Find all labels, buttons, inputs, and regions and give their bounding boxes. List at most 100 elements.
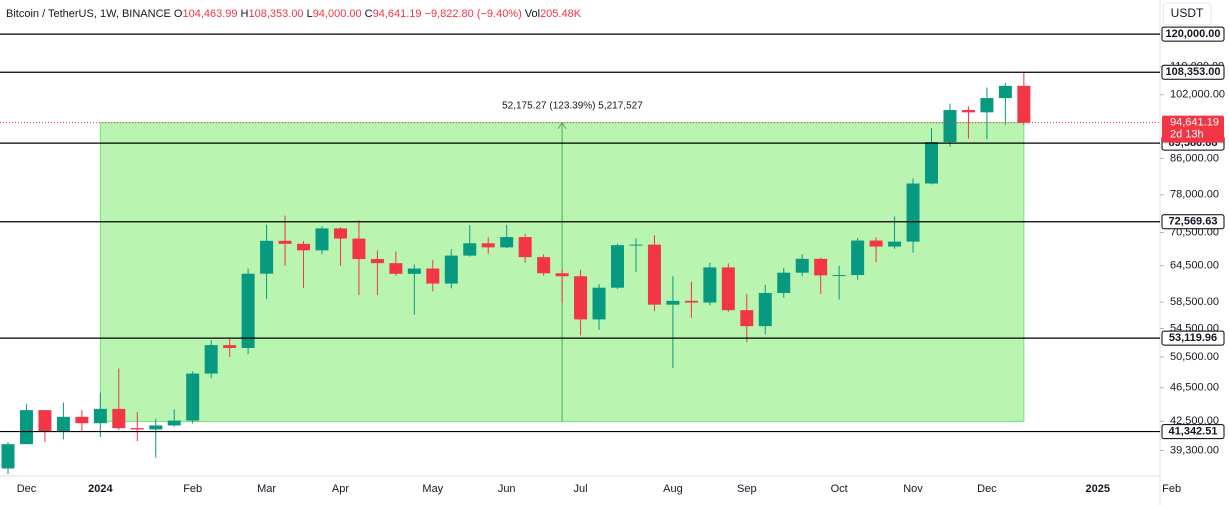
candle-body <box>980 98 994 113</box>
candle-body <box>906 183 920 242</box>
countdown-label: 2d 13h <box>1170 129 1204 141</box>
candle-body <box>444 255 458 284</box>
candle-body <box>592 287 606 320</box>
candle-body <box>703 267 717 303</box>
x-tick-label: Jul <box>574 483 588 495</box>
x-tick-label: Dec <box>977 483 997 495</box>
field-key: L <box>307 8 313 20</box>
last-price-box <box>1162 115 1224 143</box>
candle-body <box>851 240 865 276</box>
candle-body <box>629 244 643 246</box>
candle-body <box>1 444 15 469</box>
candle-body <box>260 240 274 274</box>
candle-body <box>204 345 218 374</box>
candle-body <box>407 268 421 274</box>
candle-body <box>426 268 440 284</box>
last-price-label: 94,641.19 <box>1170 117 1219 129</box>
x-tick-label: Apr <box>332 483 349 495</box>
field-key: O <box>174 8 183 20</box>
x-tick-label: Mar <box>257 483 276 495</box>
y-tick-label: 58,500.00 <box>1170 296 1219 308</box>
candle-body <box>721 267 735 311</box>
field-key: C <box>365 8 373 20</box>
x-tick-label: May <box>422 483 443 495</box>
x-tick-label: Dec <box>17 483 37 495</box>
candle-body <box>278 240 292 244</box>
candle-body <box>149 425 163 430</box>
candle-body <box>75 416 89 424</box>
candle-body <box>740 310 754 327</box>
level-label: 72,569.63 <box>1169 216 1218 228</box>
field-value: 108,353.00 <box>249 8 304 20</box>
candle-body <box>1017 85 1031 123</box>
candle-body <box>241 273 255 348</box>
field-value: 94,641.19 <box>373 8 422 20</box>
candle-body <box>333 228 347 239</box>
candle-body <box>56 416 70 432</box>
candle-body <box>130 428 144 430</box>
x-tick-label: Aug <box>663 483 683 495</box>
x-tick-label: Feb <box>183 483 202 495</box>
candle-body <box>389 263 403 274</box>
candle-body <box>666 300 680 305</box>
candle-body <box>352 238 366 260</box>
candle-body <box>758 292 772 327</box>
candle-body <box>814 258 828 276</box>
x-tick-label: Oct <box>831 483 848 495</box>
level-label: 120,000.00 <box>1165 28 1220 40</box>
candle-body <box>315 228 329 251</box>
level-box <box>1161 64 1225 80</box>
candle-body <box>370 259 384 264</box>
candle-body <box>297 243 311 251</box>
field-value: 104,463.99 <box>182 8 237 20</box>
y-tick-label: 50,500.00 <box>1170 351 1219 363</box>
y-tick-label: 64,500.00 <box>1170 260 1219 272</box>
field-value: 94,000.00 <box>313 8 362 20</box>
header: Bitcoin / TetherUS, 1W, BINANCE O104,463… <box>6 8 582 20</box>
level-label: 108,353.00 <box>1165 66 1220 78</box>
candle-body <box>38 410 52 432</box>
candle-body <box>961 110 975 113</box>
candle-body <box>518 237 532 258</box>
volume-key: Vol <box>525 8 540 20</box>
level-box <box>1161 424 1225 440</box>
measure-arrowhead <box>557 121 567 129</box>
y-tick-label: 78,000.00 <box>1170 189 1219 201</box>
currency-button <box>1162 2 1212 26</box>
currency-label: USDT <box>1171 6 1204 20</box>
change: −9,822.80 (−9.40%) <box>425 8 522 20</box>
candle-body <box>574 276 588 320</box>
x-tick-label: 2024 <box>88 483 113 495</box>
x-tick-label: Sep <box>737 483 757 495</box>
level-box <box>1161 330 1225 346</box>
level-label: 53,119.96 <box>1169 332 1217 344</box>
y-tick-label: 46,500.00 <box>1170 382 1219 394</box>
candle-body <box>112 408 126 429</box>
y-tick-label: 70,500.00 <box>1170 226 1219 238</box>
level-box <box>1161 214 1225 230</box>
y-tick-label: 86,000.00 <box>1170 152 1219 164</box>
field-key: H <box>241 8 249 20</box>
volume: 205.48K <box>540 8 582 20</box>
x-tick-label: Jun <box>498 483 516 495</box>
candle-body <box>19 410 33 445</box>
x-tick-label: Nov <box>903 483 923 495</box>
candle-body <box>463 243 477 256</box>
candle-body <box>888 241 902 247</box>
candle-body <box>223 345 237 348</box>
candle-body <box>611 245 625 288</box>
candle-body <box>500 237 514 248</box>
candle-body <box>186 373 200 421</box>
candle-body <box>795 258 809 273</box>
level-label: 41,342.51 <box>1169 425 1218 437</box>
y-tick-label: 39,300.00 <box>1170 444 1219 456</box>
candle-body <box>555 273 569 277</box>
level-box <box>1161 26 1225 42</box>
candle-body <box>93 408 107 424</box>
symbol: Bitcoin / TetherUS, 1W, BINANCE <box>6 8 171 20</box>
candle-body <box>998 85 1012 99</box>
candle-body <box>777 272 791 293</box>
candle-body <box>832 275 846 277</box>
x-tick-label: Feb <box>1162 483 1181 495</box>
